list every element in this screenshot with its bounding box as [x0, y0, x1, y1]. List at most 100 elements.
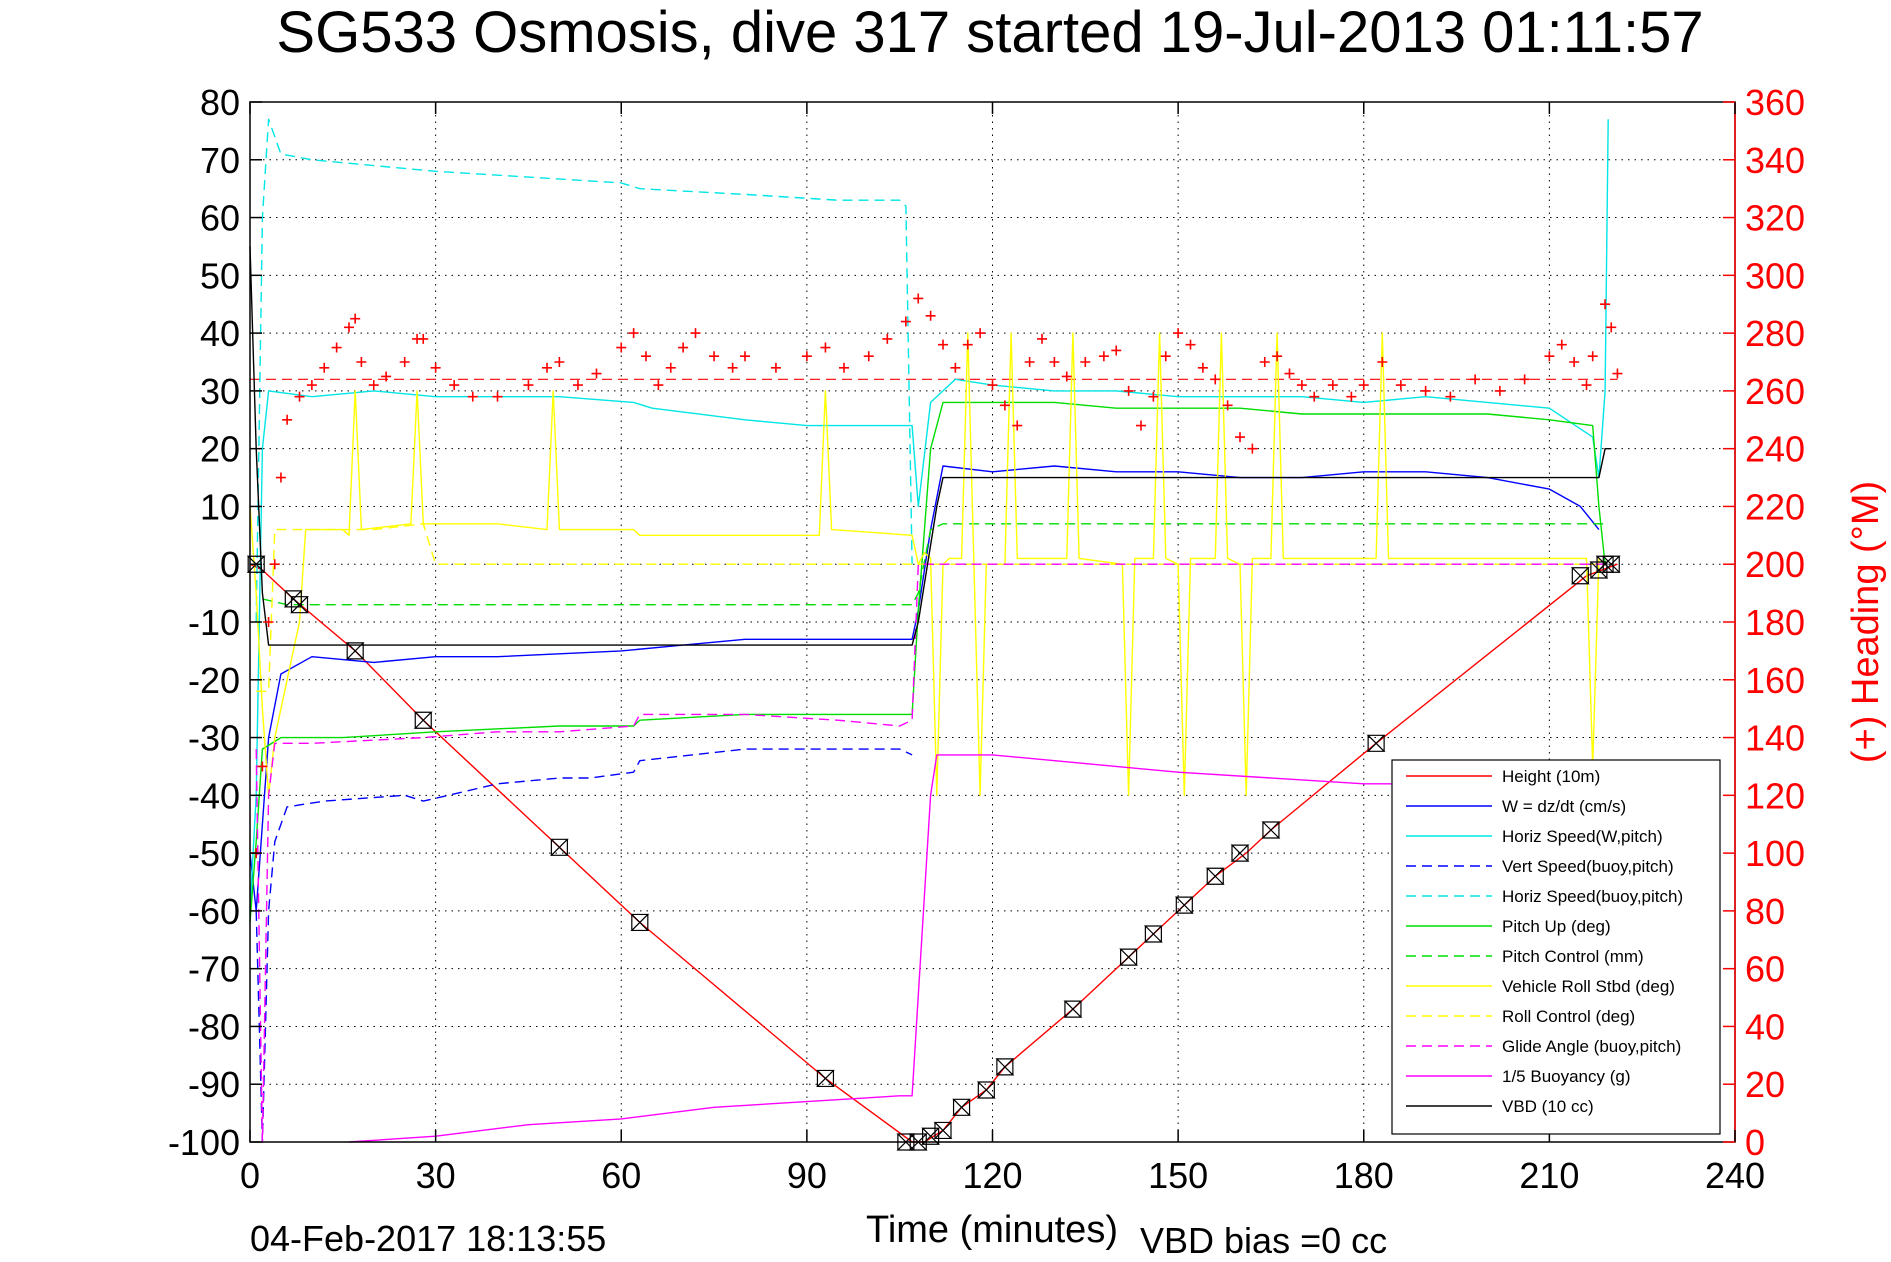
y-tick-label: 60	[200, 198, 240, 239]
heading-point	[882, 333, 893, 344]
heading-point	[801, 351, 812, 362]
heading-point	[1259, 357, 1270, 367]
heading-point	[542, 362, 552, 373]
heading-point	[1569, 357, 1580, 367]
legend-label: W = dz/dt (cm/s)	[1502, 797, 1626, 816]
height-marker	[933, 1121, 953, 1140]
heading-point	[1296, 380, 1307, 391]
height-marker	[976, 1081, 996, 1099]
heading-point	[999, 400, 1010, 411]
heading-point	[950, 362, 961, 373]
heading-point	[709, 351, 720, 362]
y-tick-label: -20	[188, 660, 240, 701]
heading-point	[1284, 368, 1295, 379]
height-markers	[246, 555, 1621, 1151]
heading-point	[839, 362, 849, 373]
y-tick-label: 70	[200, 140, 240, 181]
heading-point	[1148, 391, 1159, 402]
legend-label: Horiz Speed(buoy,pitch)	[1502, 887, 1683, 906]
heading-point	[492, 391, 503, 402]
heading-point	[727, 362, 738, 373]
heading-point	[1111, 345, 1122, 356]
heading-point	[820, 342, 831, 353]
heading-markers	[251, 293, 1623, 859]
y-tick-label: -40	[188, 775, 240, 816]
y-tick-label: -70	[188, 949, 240, 990]
heading-point	[1185, 339, 1196, 350]
heading-point	[554, 357, 565, 367]
series-lines	[249, 118, 1618, 1143]
height-marker	[952, 1098, 972, 1116]
heading-point	[1581, 380, 1592, 391]
y-right-tick-label: 360	[1745, 82, 1805, 123]
legend-box	[1391, 759, 1721, 1135]
heading-point	[282, 414, 293, 425]
y-right-tick-label: 80	[1745, 891, 1785, 932]
heading-point	[269, 559, 280, 570]
x-tick-label: 210	[1519, 1155, 1579, 1196]
heading-point	[1606, 322, 1617, 333]
y-tick-label: -50	[188, 833, 240, 874]
series-line	[249, 401, 1606, 923]
heading-point	[863, 351, 874, 362]
heading-point	[591, 368, 602, 379]
series-line	[249, 332, 1606, 796]
heading-point	[653, 380, 664, 391]
heading-point	[925, 310, 936, 321]
heading-point	[381, 371, 392, 382]
height-marker	[1205, 867, 1225, 885]
y-tick-label: -80	[188, 1006, 240, 1047]
height-marker	[1174, 896, 1194, 914]
y-right-tick-label: 340	[1745, 140, 1805, 181]
y-right-tick-label: 320	[1745, 198, 1805, 239]
heading-point	[740, 351, 750, 362]
heading-point	[1012, 420, 1023, 431]
x-tick-label: 0	[240, 1155, 260, 1196]
heading-point	[1160, 351, 1171, 362]
heading-point	[975, 328, 986, 339]
heading-point	[523, 380, 534, 391]
heading-point	[368, 380, 379, 391]
heading-point	[1470, 374, 1481, 385]
legend-label: Roll Control (deg)	[1502, 1007, 1635, 1026]
y-right-tick-label: 300	[1745, 255, 1805, 296]
series-line	[249, 563, 1618, 1143]
vbd-bias-label: VBD bias =0 cc	[1140, 1220, 1387, 1261]
height-marker	[1366, 734, 1386, 752]
heading-point	[1395, 380, 1406, 391]
heading-point	[1519, 374, 1530, 385]
heading-point	[1080, 357, 1091, 367]
x-tick-label: 60	[601, 1155, 641, 1196]
height-marker	[549, 838, 569, 856]
y-tick-label: 0	[220, 544, 240, 585]
heading-point	[1197, 362, 1208, 373]
legend-label: Pitch Control (mm)	[1502, 947, 1644, 966]
y-right-tick-label: 200	[1745, 544, 1805, 585]
heading-point	[1327, 380, 1338, 391]
series-line	[255, 118, 913, 623]
heading-point	[1173, 328, 1184, 339]
heading-point	[1136, 420, 1146, 431]
heading-point	[356, 357, 367, 367]
series-line	[256, 523, 1606, 692]
height-marker	[995, 1058, 1015, 1076]
height-marker	[1601, 555, 1621, 573]
y-axis-left: -100-90-80-70-60-50-40-30-20-10010203040…	[168, 82, 262, 1163]
height-marker	[815, 1069, 835, 1088]
footer-timestamp: 04-Feb-2017 18:13:55	[250, 1218, 606, 1259]
y-tick-label: 40	[200, 313, 240, 354]
heading-point	[962, 339, 973, 350]
x-tick-label: 90	[787, 1155, 827, 1196]
heading-point	[275, 472, 286, 483]
heading-point	[1556, 339, 1567, 350]
height-marker	[1570, 567, 1590, 585]
heading-point	[1445, 391, 1456, 402]
heading-point	[1061, 371, 1072, 382]
heading-point	[572, 380, 583, 391]
height-marker	[246, 555, 266, 573]
heading-point	[294, 391, 305, 402]
heading-point	[690, 328, 701, 339]
heading-point	[1123, 385, 1134, 396]
series-line	[262, 523, 1606, 606]
